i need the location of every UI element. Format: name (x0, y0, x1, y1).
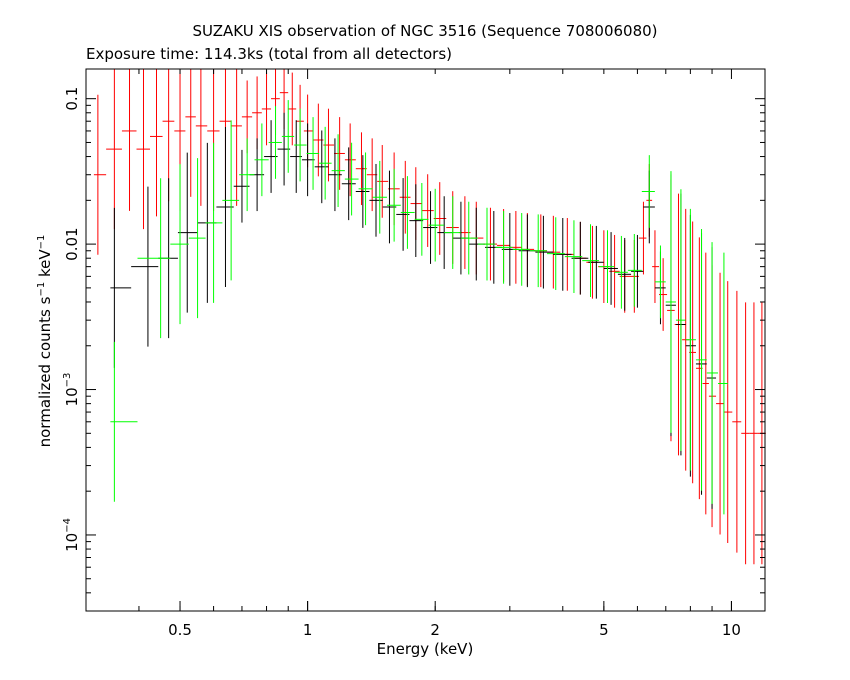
chart-subtitle: Exposure time: 114.3ks (total from all d… (86, 45, 453, 63)
x-tick-label: 10 (722, 621, 741, 639)
series-0 (93, 69, 766, 565)
plot-frame (85, 68, 766, 612)
y-axis-label-prefix: normalized counts s (36, 296, 54, 448)
series-2 (110, 100, 728, 515)
y-axis-label-sup-1: −1 (36, 281, 47, 297)
y-axis-label: normalized counts s−1 keV−1 (36, 235, 54, 448)
x-tick-label: 5 (599, 621, 609, 639)
x-axis-label: Energy (keV) (376, 640, 474, 658)
data-layer (93, 69, 766, 565)
axes-layer: 0.5 1 2 5 10 0.1 0.01 10−3 10−4 (62, 69, 765, 639)
y-tick-label-exponent: −3 (62, 373, 73, 388)
y-tick-label: 10−3 (62, 373, 81, 407)
chart-title: SUZAKU XIS observation of NGC 3516 (Sequ… (192, 22, 658, 40)
x-tick-label: 1 (303, 621, 313, 639)
y-tick-label: 0.01 (63, 227, 81, 260)
y-axis-label-mid: keV (36, 249, 54, 282)
x-tick-label: 2 (430, 621, 440, 639)
y-tick-label: 10−4 (62, 518, 81, 552)
y-axis-label-sup-2: −1 (36, 234, 47, 250)
y-tick-label: 0.1 (63, 87, 81, 111)
x-tick-label: 0.5 (168, 621, 192, 639)
y-tick-label-exponent: −4 (62, 518, 73, 533)
